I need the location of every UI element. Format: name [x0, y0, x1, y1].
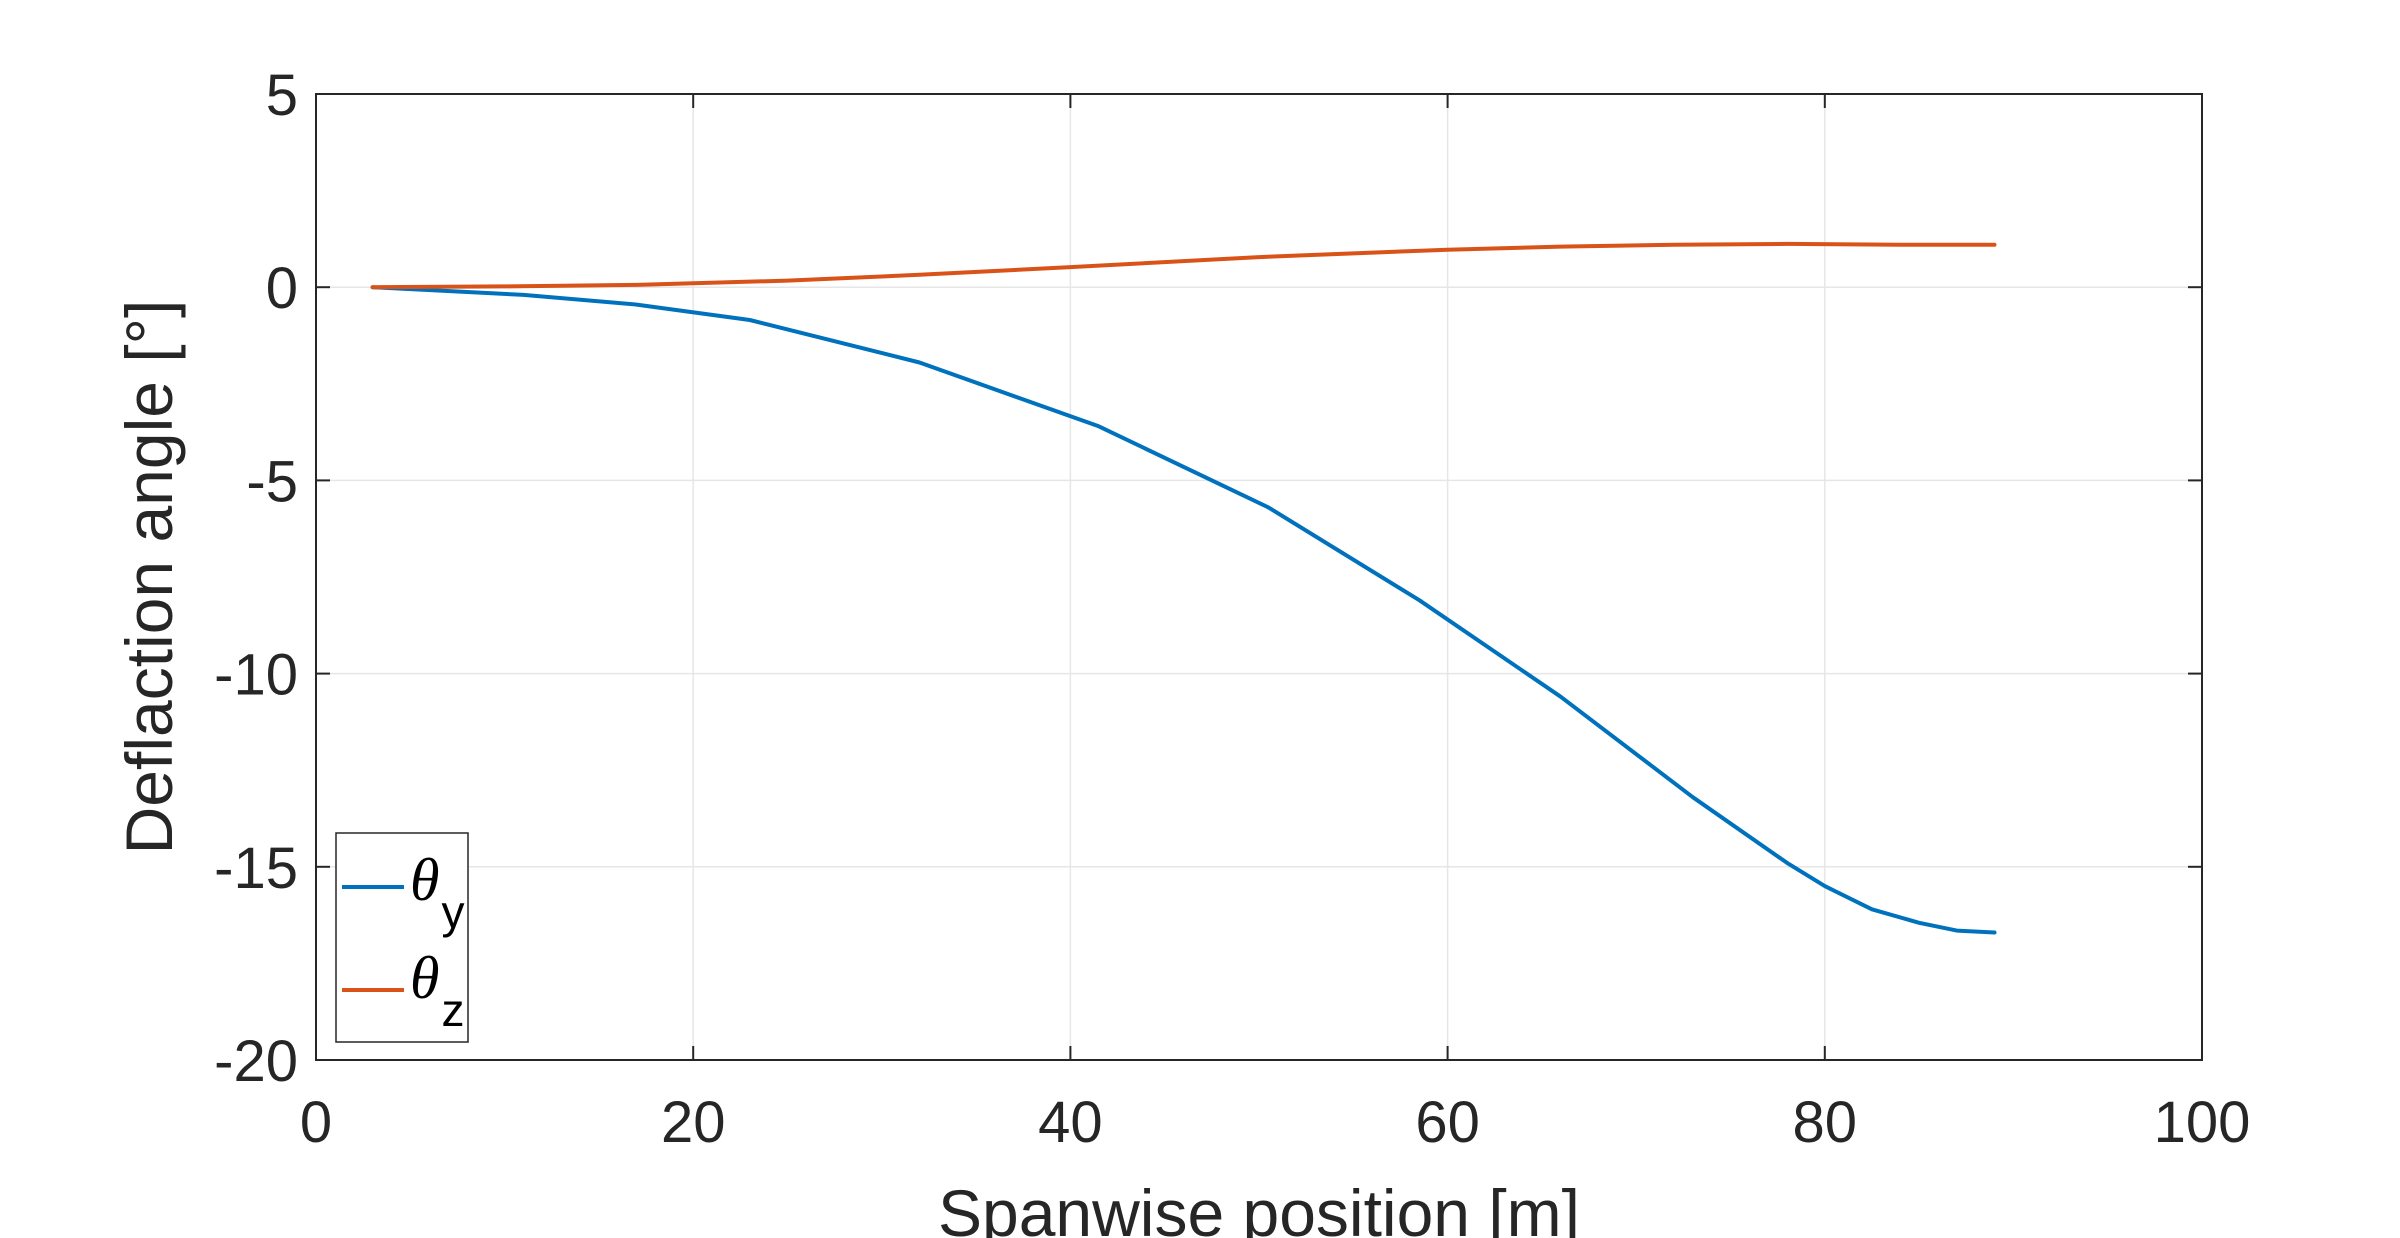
y-axis-title: Deflaction angle [°]	[112, 300, 186, 855]
axes-frame	[315, 93, 2203, 1061]
x-axis-title: Spanwise position [m]	[938, 1176, 1580, 1238]
y-tick-label: -15	[214, 836, 298, 901]
series-layer	[370, 241, 1997, 935]
plot-area	[316, 94, 2202, 1060]
x-tick-label: 80	[1793, 1090, 1858, 1155]
x-tick-label: 0	[300, 1090, 332, 1155]
x-tick-label: 60	[1415, 1090, 1480, 1155]
y-tick-label: 0	[266, 256, 298, 321]
y-tick-label: 5	[266, 63, 298, 128]
y-tick-label: -5	[246, 449, 298, 514]
y-tick-label: -10	[214, 643, 298, 708]
legend-box	[335, 832, 469, 1043]
series-line-theta-y	[370, 285, 1997, 935]
x-tick-labels: 0 20 40 60 80 100	[300, 1090, 2251, 1155]
legend-label-theta-y: θy	[410, 847, 464, 938]
x-tick-label: 20	[661, 1090, 726, 1155]
y-tick-labels: -20 -15 -10 -5 0 5	[214, 63, 298, 1094]
x-tick-label: 40	[1038, 1090, 1103, 1155]
ticks	[315, 93, 2203, 1061]
x-tick-label: 100	[2154, 1090, 2251, 1155]
legend-label-theta-z: θz	[410, 945, 464, 1036]
series-line-theta-z	[370, 241, 1997, 290]
y-tick-label: -20	[214, 1029, 298, 1094]
legend: θy θz	[335, 832, 469, 1043]
